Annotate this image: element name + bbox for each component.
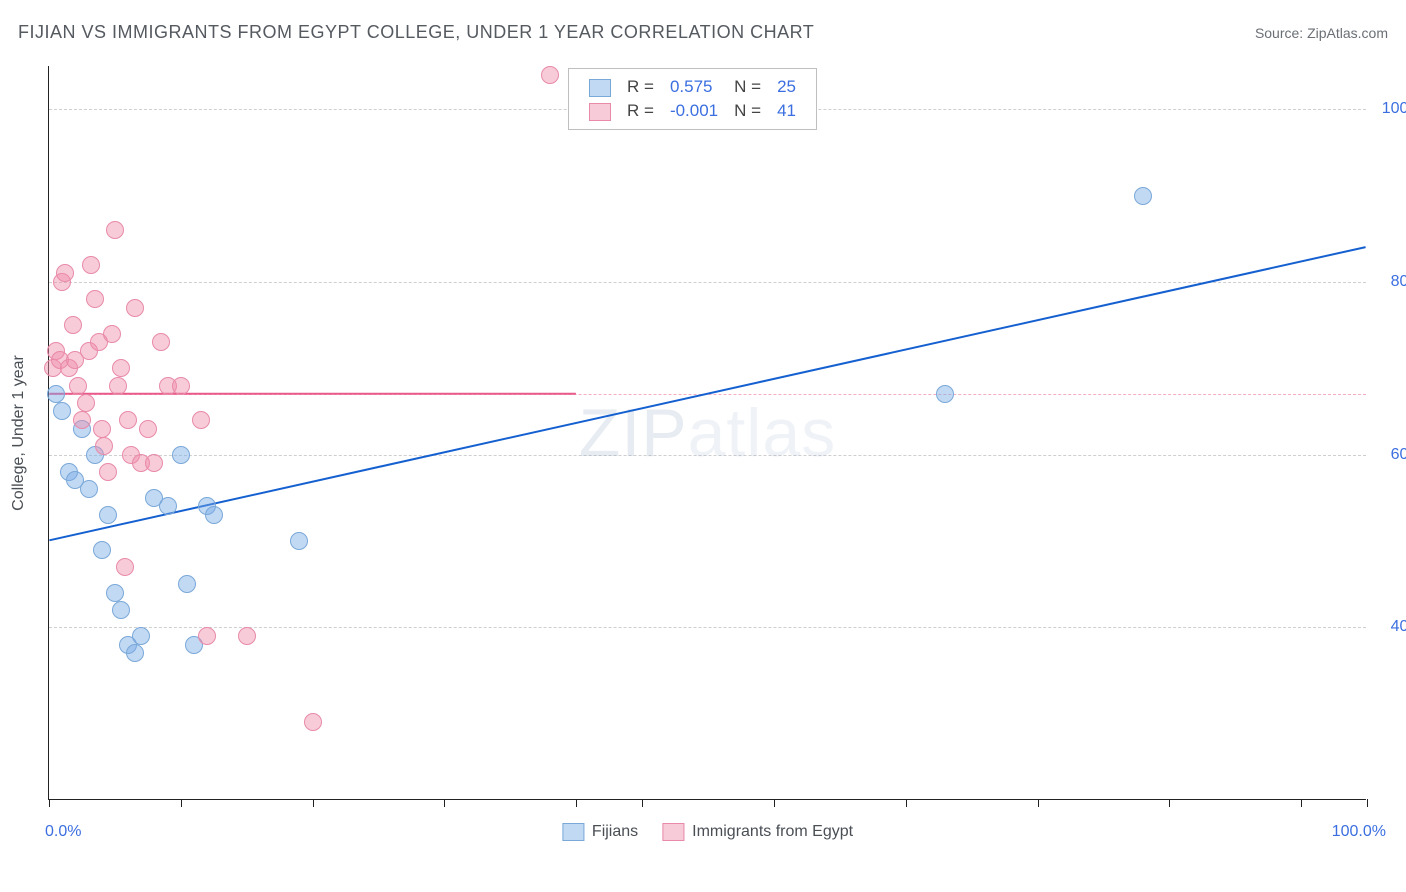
legend-item-fijians: Fijians: [562, 823, 638, 841]
r-label: R =: [619, 99, 662, 123]
data-point: [93, 541, 111, 559]
data-point: [77, 394, 95, 412]
source-attribution: Source: ZipAtlas.com: [1255, 25, 1388, 41]
x-tick: [906, 799, 907, 807]
data-point: [103, 325, 121, 343]
n-label: N =: [726, 99, 769, 123]
x-axis-min-label: 0.0%: [45, 823, 81, 841]
data-point: [99, 463, 117, 481]
data-point: [116, 558, 134, 576]
swatch-fijians: [589, 79, 611, 97]
data-point: [145, 454, 163, 472]
data-point: [159, 497, 177, 515]
data-point: [541, 66, 559, 84]
x-axis-max-label: 100.0%: [1332, 823, 1386, 841]
series-legend: Fijians Immigrants from Egypt: [562, 823, 853, 841]
watermark-sub: atlas: [688, 395, 837, 471]
x-tick: [444, 799, 445, 807]
n-value-fijians: 25: [769, 75, 804, 99]
watermark: ZIPatlas: [579, 394, 836, 472]
legend-label-fijians: Fijians: [592, 823, 638, 841]
legend-label-egypt: Immigrants from Egypt: [692, 823, 853, 841]
y-tick-label: 80.0%: [1376, 273, 1406, 291]
data-point: [139, 420, 157, 438]
trend-dash-egypt: [49, 394, 1366, 395]
y-axis-title: College, Under 1 year: [10, 355, 28, 511]
x-tick: [49, 799, 50, 807]
r-value-fijians: 0.575: [662, 75, 726, 99]
data-point: [198, 627, 216, 645]
data-point: [132, 627, 150, 645]
gridline: [49, 455, 1366, 456]
data-point: [290, 532, 308, 550]
data-point: [64, 316, 82, 334]
data-point: [82, 256, 100, 274]
x-tick: [1038, 799, 1039, 807]
gridline: [49, 282, 1366, 283]
legend-item-egypt: Immigrants from Egypt: [662, 823, 853, 841]
scatter-plot-area: College, Under 1 year ZIPatlas R = 0.575…: [48, 66, 1366, 800]
data-point: [80, 480, 98, 498]
legend-row-fijians: R = 0.575 N = 25: [581, 75, 804, 99]
data-point: [172, 446, 190, 464]
data-point: [56, 264, 74, 282]
swatch-egypt: [589, 103, 611, 121]
x-tick: [642, 799, 643, 807]
r-label: R =: [619, 75, 662, 99]
data-point: [47, 385, 65, 403]
swatch-fijians-icon: [562, 823, 584, 841]
data-point: [172, 377, 190, 395]
swatch-egypt-icon: [662, 823, 684, 841]
legend-row-egypt: R = -0.001 N = 41: [581, 99, 804, 123]
x-tick: [1301, 799, 1302, 807]
data-point: [119, 411, 137, 429]
data-point: [106, 584, 124, 602]
y-tick-label: 60.0%: [1376, 446, 1406, 464]
data-point: [238, 627, 256, 645]
data-point: [205, 506, 223, 524]
data-point: [112, 601, 130, 619]
x-tick: [1169, 799, 1170, 807]
data-point: [106, 221, 124, 239]
data-point: [304, 713, 322, 731]
x-tick: [1367, 799, 1368, 807]
data-point: [93, 420, 111, 438]
r-value-egypt: -0.001: [662, 99, 726, 123]
x-tick: [774, 799, 775, 807]
watermark-main: ZIP: [579, 395, 688, 471]
n-label: N =: [726, 75, 769, 99]
data-point: [112, 359, 130, 377]
data-point: [1134, 187, 1152, 205]
x-tick: [576, 799, 577, 807]
data-point: [936, 385, 954, 403]
data-point: [53, 402, 71, 420]
correlation-legend: R = 0.575 N = 25 R = -0.001 N = 41: [568, 68, 817, 130]
data-point: [126, 644, 144, 662]
y-tick-label: 40.0%: [1376, 618, 1406, 636]
data-point: [69, 377, 87, 395]
x-tick: [181, 799, 182, 807]
chart-title: FIJIAN VS IMMIGRANTS FROM EGYPT COLLEGE,…: [18, 22, 814, 43]
trend-lines-svg: [49, 66, 1366, 799]
data-point: [152, 333, 170, 351]
n-value-egypt: 41: [769, 99, 804, 123]
data-point: [99, 506, 117, 524]
data-point: [178, 575, 196, 593]
data-point: [95, 437, 113, 455]
y-tick-label: 100.0%: [1376, 100, 1406, 118]
data-point: [86, 290, 104, 308]
x-tick: [313, 799, 314, 807]
data-point: [126, 299, 144, 317]
data-point: [73, 411, 91, 429]
data-point: [109, 377, 127, 395]
data-point: [192, 411, 210, 429]
